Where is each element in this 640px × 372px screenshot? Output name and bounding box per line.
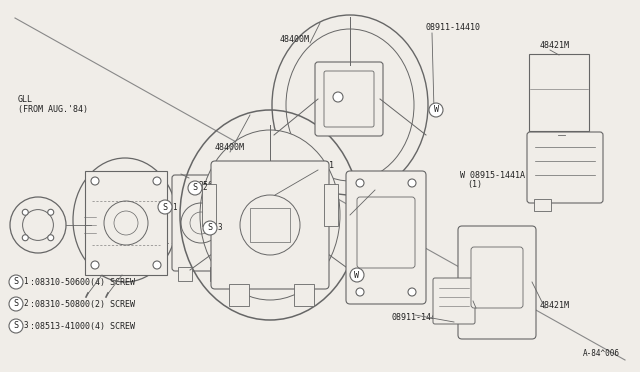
Circle shape (153, 177, 161, 185)
Circle shape (158, 200, 172, 214)
FancyBboxPatch shape (229, 284, 249, 306)
Text: 3: 3 (217, 224, 221, 232)
Text: 08911-14410: 08911-14410 (392, 314, 447, 323)
Ellipse shape (200, 130, 340, 300)
FancyBboxPatch shape (211, 161, 329, 289)
Circle shape (188, 181, 202, 195)
Text: S: S (163, 202, 168, 212)
Text: W: W (355, 270, 360, 279)
Circle shape (433, 107, 439, 113)
Circle shape (203, 221, 217, 235)
Text: S: S (207, 224, 212, 232)
Circle shape (429, 103, 443, 117)
Text: W: W (433, 106, 438, 115)
Text: 2: 2 (23, 299, 28, 308)
Text: -48498: -48498 (478, 305, 508, 314)
Circle shape (22, 235, 28, 241)
Text: 08911-14410: 08911-14410 (425, 23, 480, 32)
FancyBboxPatch shape (210, 267, 224, 281)
Ellipse shape (89, 174, 161, 266)
Circle shape (22, 209, 28, 215)
Text: 2: 2 (202, 183, 207, 192)
Circle shape (430, 104, 442, 116)
Text: 1: 1 (23, 278, 28, 286)
Text: W 08915-1441A: W 08915-1441A (460, 170, 525, 180)
Text: 48421M: 48421M (540, 41, 570, 49)
FancyBboxPatch shape (534, 199, 551, 211)
Text: :08513-41000(4) SCREW: :08513-41000(4) SCREW (30, 321, 135, 330)
FancyBboxPatch shape (202, 184, 216, 226)
FancyBboxPatch shape (294, 284, 314, 306)
FancyBboxPatch shape (529, 54, 589, 131)
Circle shape (153, 261, 161, 269)
Text: GLL
(FROM AUG.'84): GLL (FROM AUG.'84) (18, 95, 88, 115)
FancyBboxPatch shape (324, 71, 374, 127)
Circle shape (9, 297, 23, 311)
Ellipse shape (286, 29, 414, 181)
FancyBboxPatch shape (433, 278, 475, 324)
Text: 48421M: 48421M (540, 301, 570, 310)
Text: 25552Y: 25552Y (210, 198, 240, 206)
Text: A-84^006: A-84^006 (583, 349, 620, 358)
Text: :08310-50800(2) SCREW: :08310-50800(2) SCREW (30, 299, 135, 308)
Circle shape (91, 261, 99, 269)
FancyBboxPatch shape (172, 175, 230, 271)
Text: S: S (13, 278, 19, 286)
Text: S: S (13, 299, 19, 308)
Text: 3: 3 (23, 321, 28, 330)
Text: 08915-1441A: 08915-1441A (358, 273, 413, 282)
FancyBboxPatch shape (527, 132, 603, 203)
Circle shape (48, 235, 54, 241)
FancyBboxPatch shape (324, 184, 338, 226)
Circle shape (48, 209, 54, 215)
FancyBboxPatch shape (346, 171, 426, 304)
Text: (1): (1) (362, 285, 377, 295)
Text: (1): (1) (467, 180, 482, 189)
Text: 48451: 48451 (310, 160, 335, 170)
Circle shape (350, 268, 364, 282)
Circle shape (9, 319, 23, 333)
FancyBboxPatch shape (250, 208, 290, 242)
Circle shape (356, 288, 364, 296)
Circle shape (356, 179, 364, 187)
Text: 25998: 25998 (365, 180, 390, 189)
FancyBboxPatch shape (85, 171, 167, 275)
Circle shape (9, 275, 23, 289)
Text: 25551Y: 25551Y (215, 228, 245, 237)
Text: 48400M: 48400M (280, 35, 310, 45)
FancyBboxPatch shape (471, 247, 523, 308)
Circle shape (408, 288, 416, 296)
Text: :08310-50600(4) SCREW: :08310-50600(4) SCREW (30, 278, 135, 286)
FancyBboxPatch shape (315, 62, 383, 136)
Circle shape (333, 92, 343, 102)
Text: 48400M: 48400M (215, 144, 245, 153)
FancyBboxPatch shape (458, 226, 536, 339)
Circle shape (91, 177, 99, 185)
Text: S: S (13, 321, 19, 330)
Circle shape (408, 179, 416, 187)
Text: 1: 1 (172, 202, 177, 212)
FancyBboxPatch shape (178, 267, 192, 281)
Text: 25694: 25694 (198, 182, 223, 190)
Text: S: S (193, 183, 198, 192)
Text: 48498: 48498 (548, 124, 573, 132)
FancyBboxPatch shape (357, 197, 415, 268)
